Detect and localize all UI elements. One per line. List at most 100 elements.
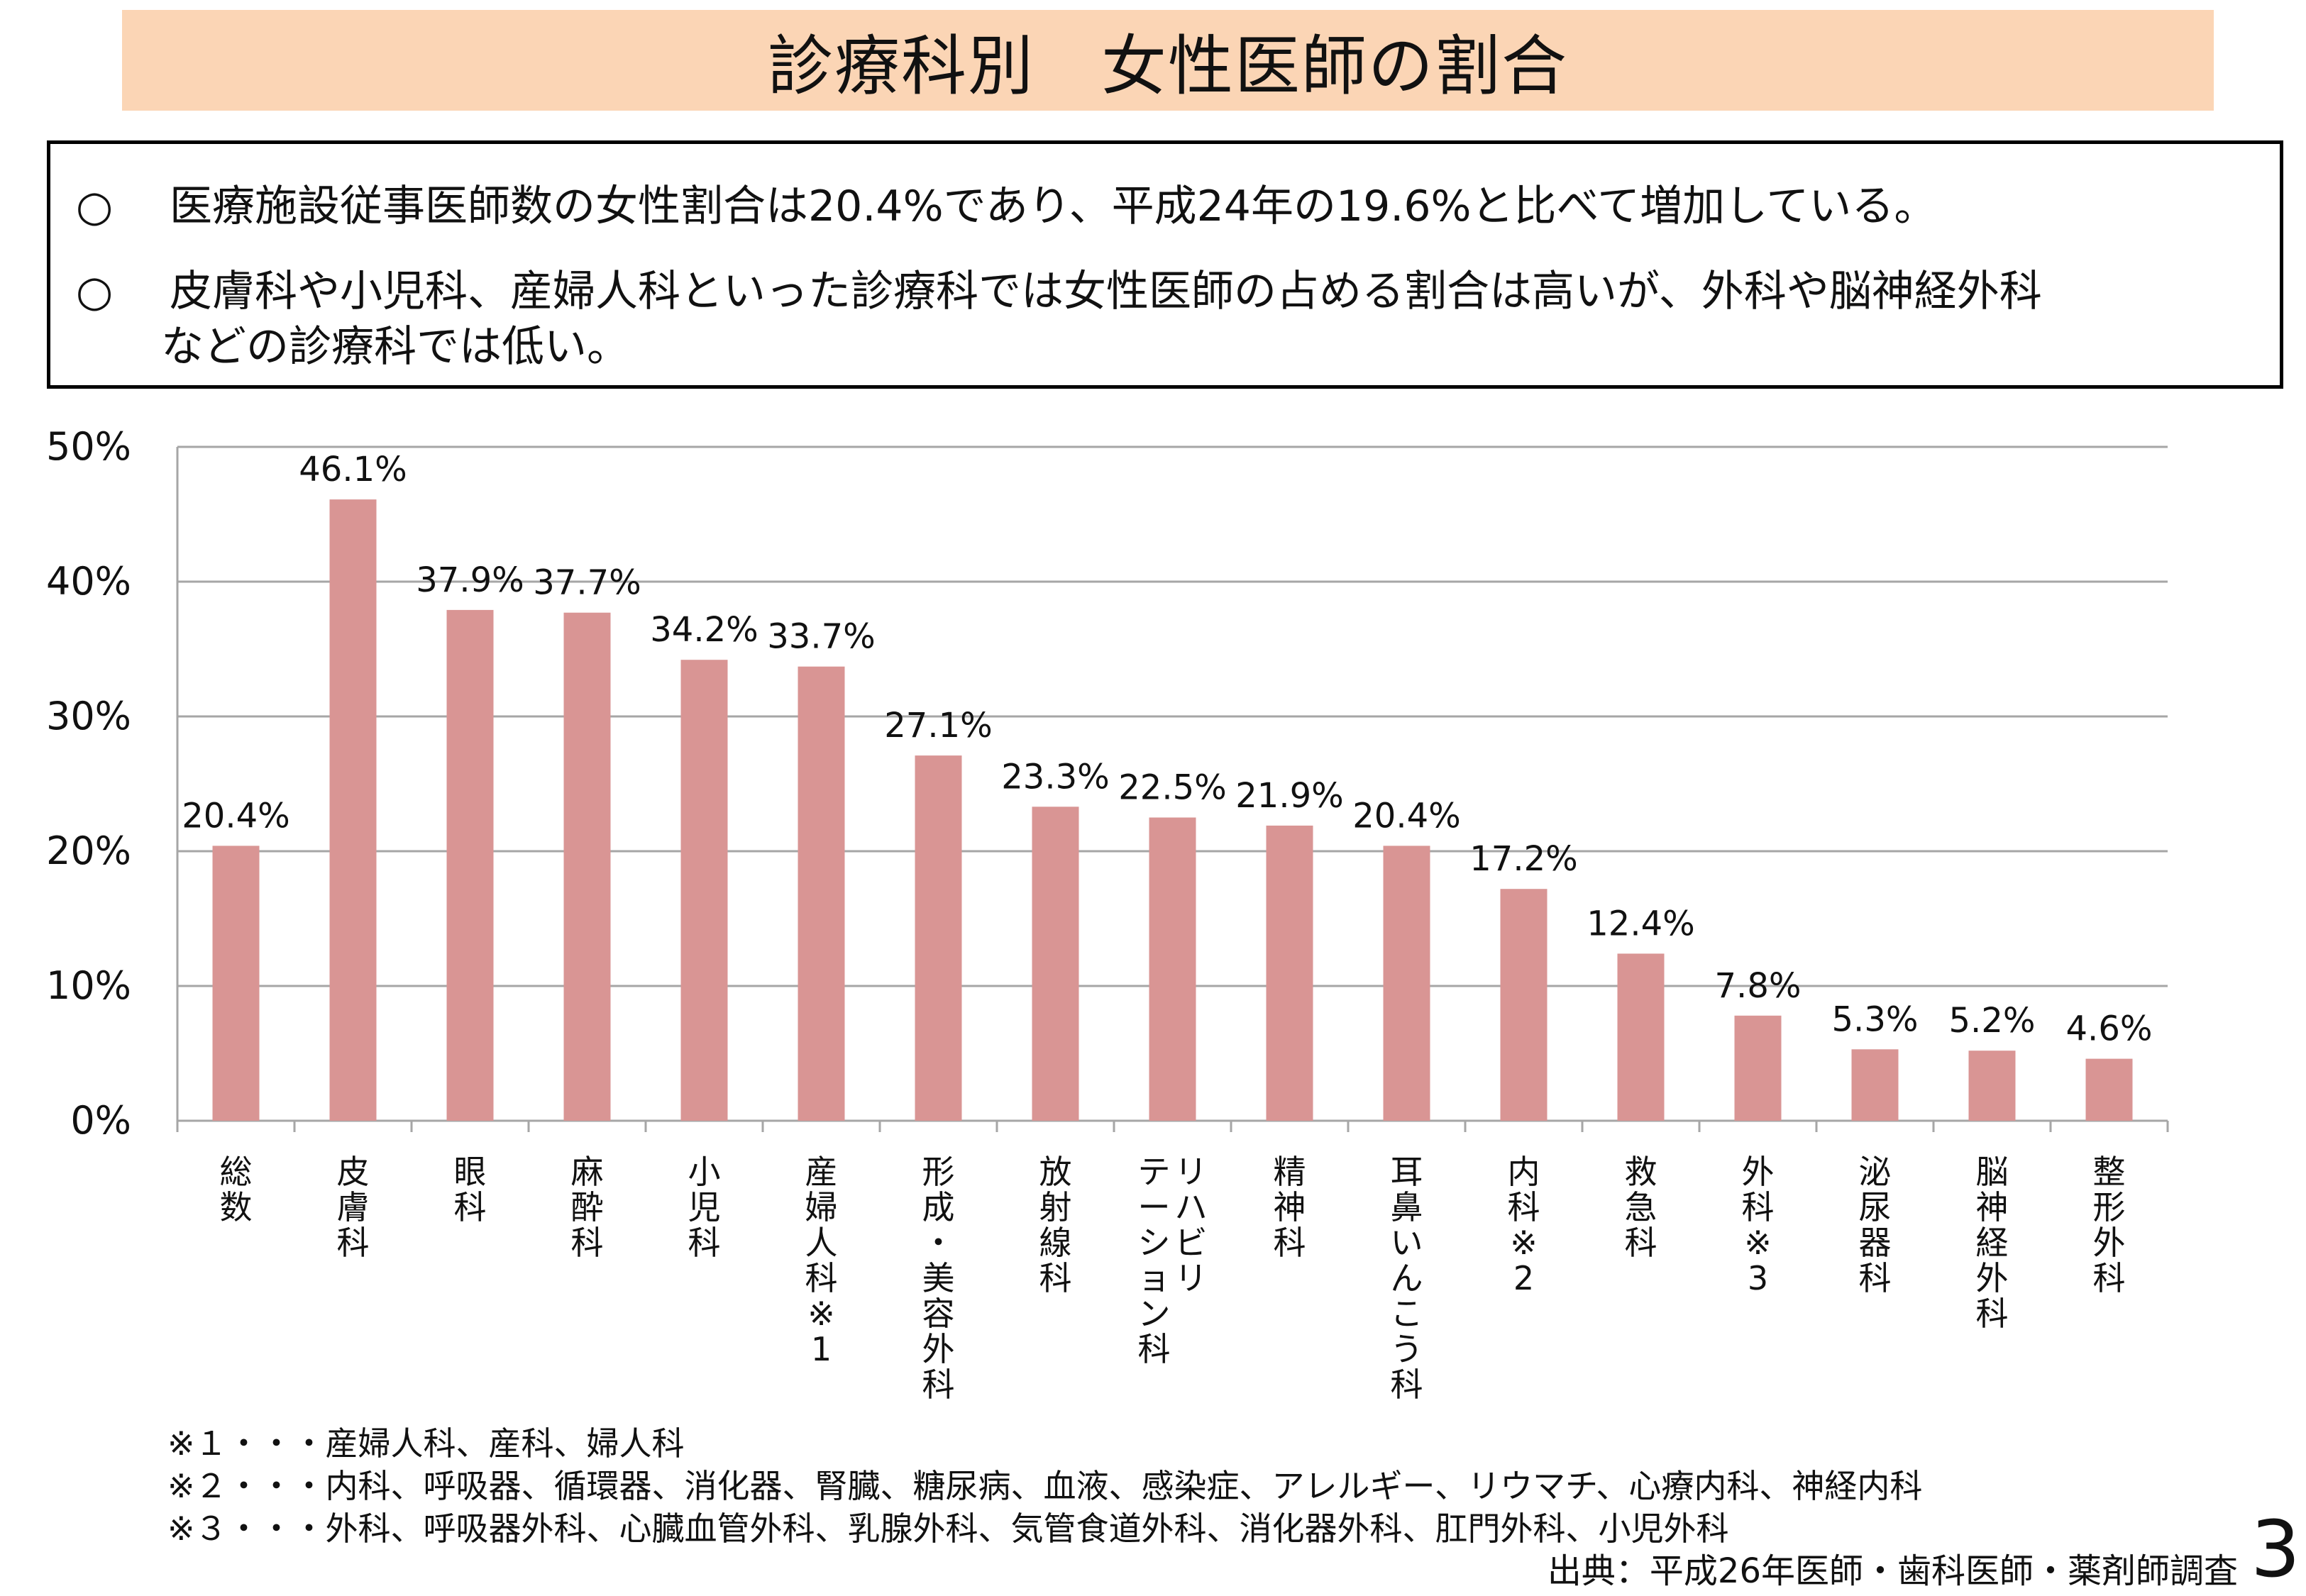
x-category-char: テ <box>1138 1153 1171 1191</box>
data-label: 37.7% <box>533 563 641 603</box>
x-category-char: 成 <box>922 1188 955 1226</box>
x-category-char: 射 <box>1039 1188 1072 1226</box>
y-tick-label: 0% <box>70 1098 131 1143</box>
x-category-char: ビ <box>1175 1224 1208 1262</box>
x-category-char: ※ <box>1510 1224 1538 1262</box>
data-label: 46.1% <box>299 450 407 489</box>
x-category-char: ・ <box>922 1224 955 1262</box>
footnote-2: ※２・・・内科、呼吸器、循環器、消化器、腎臓、糖尿病、血液、感染症、アレルギー、… <box>167 1467 1923 1505</box>
bar <box>680 660 728 1121</box>
x-category-char: 科 <box>1039 1259 1072 1297</box>
x-category-char: 形 <box>2093 1188 2126 1226</box>
y-tick-label: 50% <box>46 424 131 469</box>
title-band: 診療科別 女性医師の割合 <box>122 10 2214 111</box>
x-category-char: 眼 <box>454 1153 487 1191</box>
x-category-char: 外 <box>922 1330 955 1368</box>
x-category-char: 外 <box>2093 1224 2126 1262</box>
x-category-char: 総 <box>220 1153 253 1191</box>
x-category-char: う <box>1391 1330 1423 1368</box>
bar <box>1500 889 1548 1121</box>
bar <box>1266 825 1313 1121</box>
data-label: 22.5% <box>1118 768 1226 808</box>
page-title: 診療科別 女性医師の割合 <box>767 28 1568 104</box>
page-number: 3 <box>2251 1504 2300 1595</box>
y-tick-label: 20% <box>46 829 131 873</box>
data-label: 20.4% <box>1352 796 1460 836</box>
x-category-char: ハ <box>1175 1188 1208 1226</box>
data-label: 23.3% <box>1001 757 1109 797</box>
x-category-char: ョ <box>1138 1259 1171 1297</box>
data-label: 17.2% <box>1469 839 1577 879</box>
bar <box>798 666 845 1121</box>
x-category-char: 2 <box>1513 1259 1534 1297</box>
x-category-char: 急 <box>1625 1188 1657 1226</box>
bar <box>1734 1015 1782 1121</box>
x-category-char: 精 <box>1274 1153 1306 1191</box>
footnote-1: ※１・・・産婦人科、産科、婦人科 <box>167 1424 685 1463</box>
x-category-char: 内 <box>1508 1153 1540 1191</box>
x-category-char: ※ <box>1744 1224 1772 1262</box>
data-label: 5.2% <box>1949 1001 2036 1041</box>
x-category-char: 科 <box>1391 1365 1423 1404</box>
x-category-label: 小児科 <box>688 1153 721 1262</box>
x-category-char: 神 <box>1976 1188 2009 1226</box>
bar <box>2085 1058 2133 1121</box>
x-category-char: ん <box>1391 1259 1423 1297</box>
x-category-char: 児 <box>688 1188 721 1226</box>
x-category-char: 経 <box>1976 1224 2009 1262</box>
summary-box: ○ 医療施設従事医師数の女性割合は20.4%であり、平成24年の19.6%と比べ… <box>47 140 2283 389</box>
x-category-char: 科 <box>454 1188 487 1226</box>
y-tick-label: 40% <box>46 559 131 604</box>
x-category-char: 小 <box>688 1153 721 1191</box>
x-category-char: 尿 <box>1859 1188 1892 1226</box>
bar <box>1032 807 1079 1121</box>
data-label: 37.9% <box>416 560 524 600</box>
data-label: 20.4% <box>182 796 289 836</box>
x-category-char: い <box>1391 1224 1423 1262</box>
x-category-char: 外 <box>1742 1153 1775 1191</box>
data-label: 5.3% <box>1832 999 1919 1039</box>
x-category-char: 脳 <box>1976 1153 2009 1191</box>
x-category-label: 救急科 <box>1625 1153 1657 1262</box>
x-category-char: リ <box>1175 1259 1208 1297</box>
x-category-char: 救 <box>1625 1153 1657 1191</box>
data-label: 12.4% <box>1587 904 1694 943</box>
x-category-char: 整 <box>2093 1153 2126 1191</box>
bar <box>1149 817 1196 1121</box>
x-category-char: ー <box>1138 1188 1171 1226</box>
x-category-char: 科 <box>1976 1295 2009 1333</box>
x-category-char: ン <box>1138 1295 1171 1333</box>
x-category-char: 科 <box>805 1259 838 1297</box>
bar <box>1617 953 1665 1121</box>
summary-item-2: ○ 皮膚科や小児科、産婦人科といった診療科では女性医師の占める割合は高いが、外科… <box>76 257 2258 326</box>
x-category-label: 眼科 <box>454 1153 487 1226</box>
data-label: 34.2% <box>650 610 758 650</box>
x-category-char: 科 <box>1742 1188 1775 1226</box>
bar <box>1851 1049 1899 1121</box>
summary-text-2-continuation: などの診療科では低い。 <box>161 322 629 372</box>
bar <box>915 755 962 1121</box>
x-category-char: 婦 <box>805 1188 838 1226</box>
x-category-char: 器 <box>1859 1224 1892 1262</box>
bullet-icon: ○ <box>76 267 114 316</box>
bullet-icon: ○ <box>76 182 114 231</box>
x-category-char: 皮 <box>337 1153 370 1191</box>
x-category-label: 皮膚科 <box>337 1153 370 1262</box>
bar <box>329 499 377 1121</box>
x-category-char: 線 <box>1039 1224 1072 1262</box>
x-category-label: 麻酔科 <box>571 1153 604 1262</box>
bar <box>1383 846 1430 1121</box>
x-category-char: 放 <box>1039 1153 1072 1191</box>
x-category-char: 数 <box>220 1188 253 1226</box>
data-label: 4.6% <box>2066 1009 2153 1049</box>
y-tick-label: 10% <box>46 963 131 1008</box>
bar <box>212 846 260 1121</box>
summary-item-1: ○ 医療施設従事医師数の女性割合は20.4%であり、平成24年の19.6%と比べ… <box>76 172 2258 240</box>
x-category-char: 麻 <box>571 1153 604 1191</box>
bar <box>563 612 611 1121</box>
bar <box>1968 1051 2016 1121</box>
x-category-char: 科 <box>571 1224 604 1262</box>
